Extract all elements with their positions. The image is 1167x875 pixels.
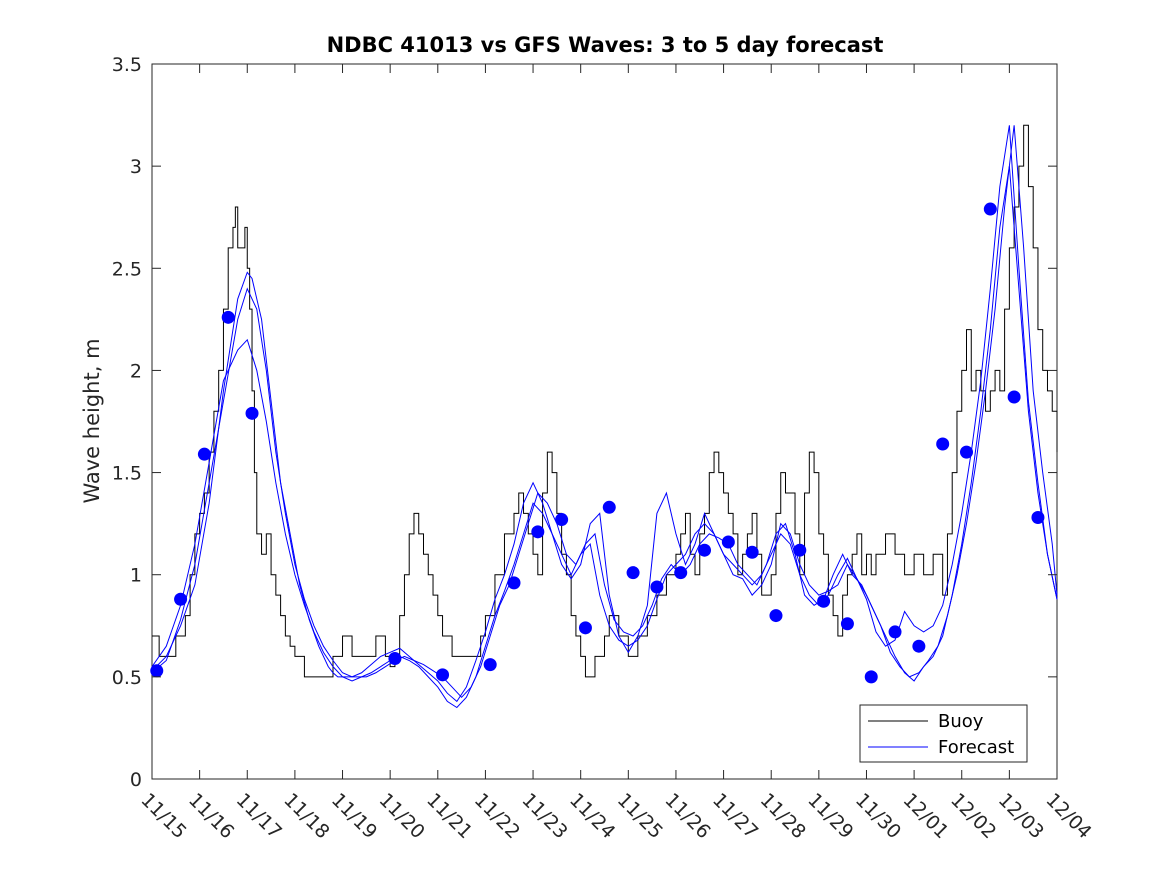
forecast-point (840, 617, 854, 631)
forecast-point (436, 668, 450, 682)
forecast-point (197, 447, 211, 461)
forecast-point (888, 625, 902, 639)
forecast-point (221, 310, 235, 324)
y-tick-label: 1.5 (112, 463, 142, 485)
forecast-point (483, 658, 497, 672)
legend: Buoy Forecast (859, 704, 1028, 763)
y-tick-label: 1 (130, 565, 142, 587)
plot-area (150, 63, 1058, 780)
forecast-point (650, 580, 664, 594)
y-tick-label: 2 (130, 360, 142, 382)
forecast-point (1007, 390, 1021, 404)
legend-buoy-label: Buoy (938, 711, 984, 732)
forecast-point (674, 566, 688, 580)
forecast-point (769, 609, 783, 623)
forecast-point (174, 592, 188, 606)
forecast-point (388, 651, 402, 665)
y-tick-label: 0 (130, 769, 142, 791)
forecast-point (578, 621, 592, 635)
forecast-point (150, 664, 164, 678)
forecast-line-1 (151, 125, 1058, 699)
legend-forecast-label: Forecast (938, 737, 1014, 758)
forecast-point (555, 513, 569, 527)
legend-box (859, 704, 1028, 763)
forecast-point (721, 535, 735, 549)
forecast-point (960, 445, 973, 459)
forecast-point (626, 566, 640, 580)
forecast-line-3 (151, 125, 1058, 703)
forecast-point (698, 543, 712, 557)
axis-ticks (151, 63, 1058, 780)
forecast-point (507, 576, 521, 590)
forecast-line-2 (151, 166, 1058, 709)
y-tick-label: 3 (130, 156, 142, 178)
forecast-point (793, 543, 807, 557)
forecast-series-group (151, 125, 1058, 709)
y-tick-label: 3.5 (112, 54, 142, 76)
forecast-point (745, 545, 759, 559)
forecast-point (936, 437, 950, 451)
forecast-point (602, 500, 616, 514)
forecast-points-group (150, 202, 1045, 684)
chart-title: NDBC 41013 vs GFS Waves: 3 to 5 day fore… (327, 33, 884, 57)
axes-box (151, 63, 1058, 780)
y-tick-labels: 0 0.5 1 1.5 2 2.5 3 3.5 (112, 54, 142, 791)
y-tick-label: 2.5 (112, 258, 142, 280)
forecast-point (864, 670, 878, 684)
forecast-point (245, 406, 259, 420)
y-tick-label: 0.5 (112, 667, 142, 689)
forecast-point (912, 639, 926, 653)
forecast-point (817, 594, 831, 608)
buoy-line (152, 124, 1058, 678)
forecast-point (531, 525, 545, 539)
forecast-point (1031, 511, 1045, 525)
forecast-point (983, 202, 997, 216)
buoy-series (152, 124, 1058, 678)
y-axis-label: Wave height, m (80, 338, 104, 503)
